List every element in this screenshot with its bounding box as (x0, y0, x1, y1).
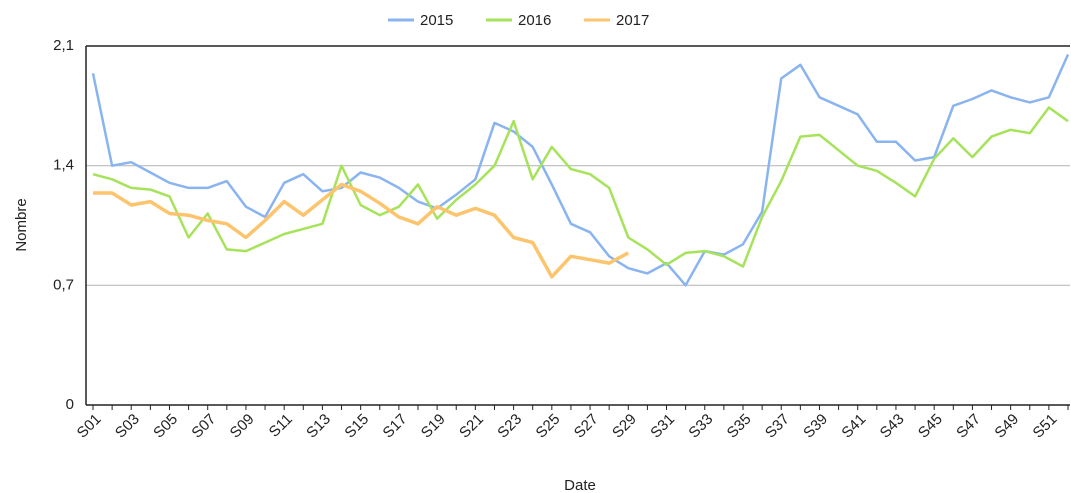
x-tick-label: S39 (800, 411, 831, 442)
x-tick-label: S01 (74, 411, 105, 442)
x-tick-label: S21 (456, 411, 487, 442)
x-tick-label: S47 (953, 411, 984, 442)
x-tick-label: S07 (188, 411, 219, 442)
x-tick-label: S15 (341, 411, 372, 442)
y-axis-label: Nombre (13, 198, 30, 251)
x-tick-label: S45 (915, 411, 946, 442)
x-tick-label: S35 (724, 411, 755, 442)
x-tick-label: S23 (494, 411, 525, 442)
x-tick-label: S25 (533, 411, 564, 442)
x-tick-label: S11 (266, 411, 296, 441)
x-axis-label: Date (564, 477, 596, 493)
x-tick-label: S19 (418, 411, 449, 442)
x-tick-label: S49 (991, 411, 1022, 442)
y-tick-label: 0 (66, 396, 74, 413)
series-line (91, 53, 1070, 287)
x-tick-label: S27 (571, 411, 602, 442)
x-tick-label: S37 (762, 411, 793, 442)
x-tick-label: S43 (877, 411, 908, 442)
x-tick-label: S29 (609, 411, 640, 442)
x-tick-label: S41 (838, 411, 869, 442)
y-tick-label: 0,7 (53, 276, 74, 293)
x-tick-label: S09 (227, 411, 258, 442)
legend-label: 2016 (518, 12, 551, 29)
x-tick-label: S05 (150, 411, 181, 442)
series-line (92, 106, 1069, 268)
x-tick-label: S17 (380, 411, 411, 442)
legend-label: 2017 (616, 12, 649, 29)
x-tick-label: S33 (685, 411, 716, 442)
y-tick-label: 1,4 (53, 157, 74, 174)
x-tick-label: S51 (1030, 411, 1061, 442)
x-tick-label: S13 (303, 411, 334, 442)
x-tick-label: S31 (647, 411, 678, 442)
series-line (93, 182, 630, 279)
x-tick-label: S03 (112, 411, 143, 442)
y-tick-label: 2,1 (53, 37, 74, 54)
legend-label: 2015 (420, 12, 453, 29)
